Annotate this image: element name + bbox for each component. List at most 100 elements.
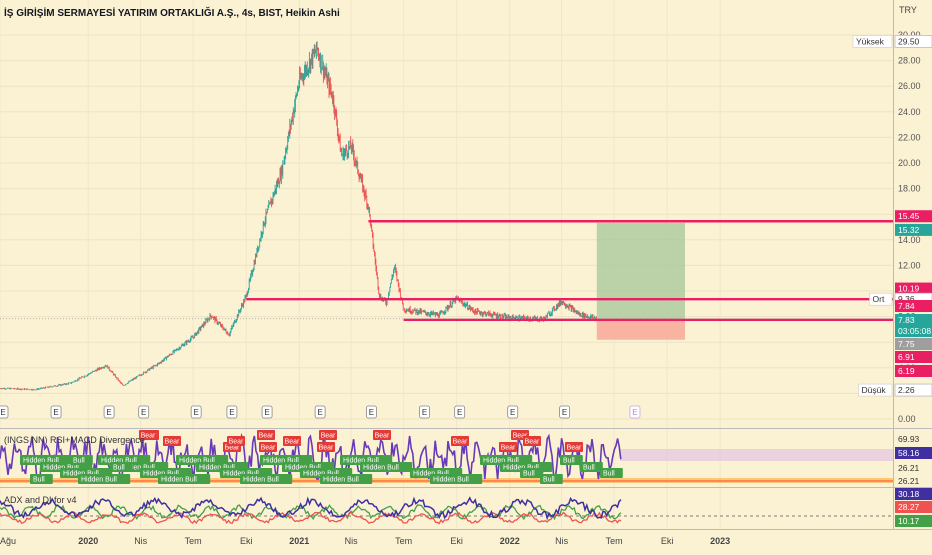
bear-label: Bear xyxy=(259,442,277,452)
position-zones[interactable] xyxy=(597,223,685,340)
y-tick-label: 0.00 xyxy=(898,414,916,424)
earnings-event-marker[interactable]: E xyxy=(508,406,518,418)
x-tick-label: Nis xyxy=(345,536,358,546)
x-tick-label: 2023 xyxy=(710,536,730,546)
price-label-name: Ort xyxy=(873,294,885,304)
bear-label: Bear xyxy=(319,430,337,440)
bull-label-text: Bull xyxy=(73,458,85,465)
earnings-event-marker[interactable]: E xyxy=(227,406,237,418)
bull-label-text: Bull xyxy=(33,477,45,484)
bear-label-text: Bear xyxy=(375,433,390,440)
bear-label: Bear xyxy=(257,430,275,440)
earnings-event-marker[interactable]: E xyxy=(139,406,149,418)
bull-label-text: Hidden Bull xyxy=(433,477,469,484)
x-tick-label: Nis xyxy=(134,536,147,546)
earnings-event-marker[interactable]: E xyxy=(191,406,201,418)
earnings-event-label: E xyxy=(193,408,198,417)
adx-axis-label: 10.17 xyxy=(895,515,932,527)
oscillator-axis-label: 26.21 xyxy=(898,463,920,473)
price-label: 15.32 xyxy=(895,224,932,236)
target-zone xyxy=(597,223,685,319)
price-label-value: 15.45 xyxy=(898,211,920,221)
bear-label-text: Bear xyxy=(285,439,300,446)
bear-label-text: Bear xyxy=(261,445,276,452)
bull-label-text: Bull xyxy=(543,477,555,484)
earnings-event-marker[interactable]: E xyxy=(104,406,114,418)
bear-label: Bear xyxy=(283,436,301,446)
price-label-name: Yüksek xyxy=(856,36,885,46)
bear-label-text: Bear xyxy=(567,445,582,452)
bull-label-text: Bull xyxy=(523,471,535,478)
earnings-event-label: E xyxy=(457,408,462,417)
bear-label: Bear xyxy=(565,442,583,452)
x-tick-label: Eki xyxy=(450,536,463,546)
bull-label: Bull xyxy=(30,474,53,484)
bull-label-text: Hidden Bull xyxy=(363,465,399,472)
price-label: 7.84 xyxy=(895,300,932,312)
bear-label-text: Bear xyxy=(259,433,274,440)
earnings-event-marker[interactable]: E xyxy=(419,406,429,418)
oscillator-axis-label-value: 26.21 xyxy=(898,476,920,486)
earnings-event-marker[interactable]: E xyxy=(366,406,376,418)
earnings-event-marker[interactable]: E xyxy=(315,406,325,418)
earnings-event-marker[interactable]: E xyxy=(560,406,570,418)
earnings-event-label: E xyxy=(0,408,5,417)
adx-axis-label-value: 28.27 xyxy=(898,502,920,512)
bull-label-text: Bull xyxy=(563,458,575,465)
y-tick-label: 20.00 xyxy=(898,158,921,168)
x-tick-label: 2020 xyxy=(78,536,98,546)
x-tick-label: Tem xyxy=(606,536,623,546)
earnings-event-label: E xyxy=(317,408,322,417)
adx-title: ADX and DI for v4 xyxy=(4,495,77,505)
bull-label-text: Hidden Bull xyxy=(81,477,117,484)
price-label: 10.19 xyxy=(895,283,932,295)
y-tick-label: 14.00 xyxy=(898,235,921,245)
bull-label: Bull xyxy=(110,462,133,472)
x-tick-label: 2021 xyxy=(289,536,309,546)
bear-label-text: Bear xyxy=(229,439,244,446)
price-label-value: 15.32 xyxy=(898,225,920,235)
earnings-event-label: E xyxy=(106,408,111,417)
bear-label: Bear xyxy=(373,430,391,440)
y-tick-label: 22.00 xyxy=(898,132,921,142)
bull-label: Hidden Bull xyxy=(430,474,482,484)
earnings-event-marker[interactable]: E xyxy=(0,406,8,418)
y-tick-label: 18.00 xyxy=(898,184,921,194)
earnings-event-label: E xyxy=(510,408,515,417)
price-label: 7.83 xyxy=(895,314,932,326)
earnings-event-marker[interactable]: E xyxy=(455,406,465,418)
price-label: 03:05:08 xyxy=(895,325,932,337)
y-tick-label: 28.00 xyxy=(898,56,921,66)
price-label-value: 29.50 xyxy=(898,36,920,46)
oscillator-axis-label-value: 58.16 xyxy=(898,448,920,458)
price-label: 15.45 xyxy=(895,210,932,222)
oscillator-axis-label-value: 69.93 xyxy=(898,434,920,444)
y-tick-label: 24.00 xyxy=(898,107,921,117)
chart-title: İŞ GİRİŞİM SERMAYESİ YATIRIM ORTAKLIĞI A… xyxy=(4,6,340,19)
stop-zone xyxy=(597,319,685,340)
bear-label: Bear xyxy=(451,436,469,446)
price-label: 6.19 xyxy=(895,365,932,377)
future-event-marker[interactable]: E xyxy=(630,406,640,418)
earnings-event-label: E xyxy=(422,408,427,417)
adx-axis-label-value: 30.18 xyxy=(898,489,920,499)
price-label-value: 2.26 xyxy=(898,385,915,395)
earnings-event-marker[interactable]: E xyxy=(262,406,272,418)
bull-label: Hidden Bull xyxy=(158,474,210,484)
bull-label: Bull xyxy=(600,468,623,478)
x-tick-label: Nis xyxy=(555,536,568,546)
bear-label: Bear xyxy=(227,436,245,446)
earnings-event-marker[interactable]: E xyxy=(51,406,61,418)
earnings-event-label: E xyxy=(369,408,374,417)
price-label-value: 03:05:08 xyxy=(898,326,931,336)
adx-axis: 30.18 28.27 10.17 xyxy=(895,488,932,527)
price-label-value: 6.91 xyxy=(898,352,915,362)
bear-label: Bear xyxy=(317,442,335,452)
bear-label-text: Bear xyxy=(501,445,516,452)
bear-label: Bear xyxy=(499,442,517,452)
bear-label: Bear xyxy=(163,436,181,446)
future-event-label: E xyxy=(632,408,637,417)
